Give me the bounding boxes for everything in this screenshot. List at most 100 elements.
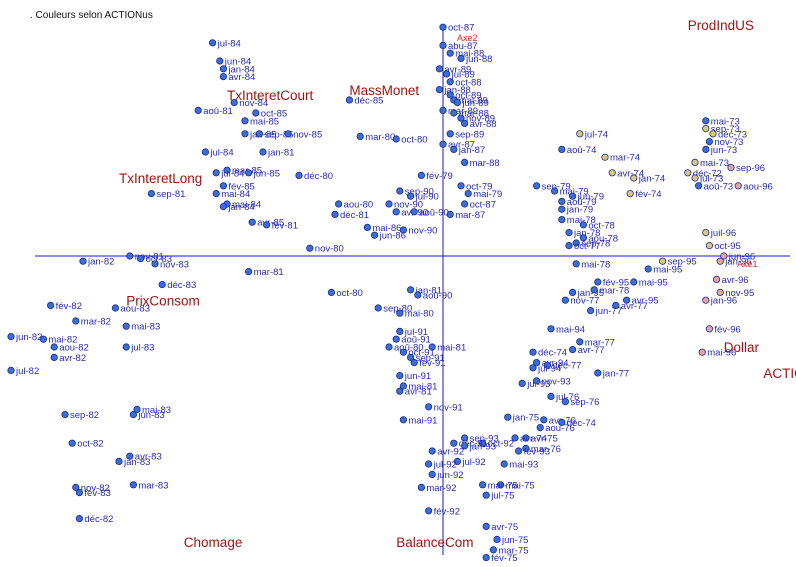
data-point [514,447,523,455]
point-label: jan-83 [123,457,150,468]
point-label: mai-78 [581,259,610,270]
point-label: avr-96 [722,275,749,286]
point-label: sep-79 [542,181,571,192]
data-point [219,65,227,73]
point-label: mai-88 [455,49,484,60]
point-label: fév-82 [56,301,82,312]
data-point [558,145,566,153]
point-label: mai-82 [48,335,77,346]
point-label: nov-93 [542,376,571,387]
data-point [230,99,238,107]
point-label: jun-91 [404,371,431,382]
data-point [702,145,710,153]
point-label: oct-88 [455,77,481,88]
data-point [460,158,469,166]
variable-label: ACTION [763,366,796,381]
data-point [424,403,433,411]
data-point [331,210,339,218]
data-point [460,434,469,442]
data-point [691,174,699,182]
point-label: jan-74 [638,174,665,185]
point-label: jan-82 [87,257,114,268]
data-point [7,366,15,374]
data-point [482,553,490,562]
point-label: oct-89 [455,90,481,101]
data-point [363,223,371,231]
data-point [453,99,461,107]
data-point [50,353,58,361]
point-label: nov-77 [570,296,599,307]
point-label: jan-96 [724,257,751,268]
data-point [209,39,217,47]
point-label: mai-95 [653,265,682,276]
point-label: mar-78 [599,285,629,296]
data-point [576,338,584,346]
data-point [262,221,271,229]
data-point [219,182,227,190]
data-point [478,439,487,447]
data-point [406,286,415,294]
point-label: mai-81 [437,343,466,354]
point-label: mar-83 [138,480,168,491]
data-point [734,182,742,190]
point-label: juil-96 [710,228,736,239]
point-label: oct-87 [470,200,496,211]
data-point [245,267,253,276]
point-label: jul-93 [526,379,550,390]
data-point [716,257,724,265]
point-label: aoû-90 [423,291,453,302]
data-point [129,410,137,419]
data-point [460,200,469,208]
point-label: mai-79 [560,187,589,198]
point-label: oct-79 [466,181,492,192]
point-label: mar-87 [455,210,485,221]
point-label: fév-83 [84,488,110,499]
data-point [75,514,84,523]
variable-label: TxInteretCourt [227,88,314,103]
data-point [439,106,447,115]
data-point [68,439,76,447]
point-label: aoû-74 [567,145,597,156]
point-label: jun-82 [15,332,42,343]
data-point [630,278,638,286]
point-label: jan-84 [227,64,254,75]
data-point [417,171,425,179]
variable-label: PrixConsom [126,293,200,308]
data-point [79,257,87,265]
point-label: mar-77 [585,337,615,348]
data-point [457,114,465,122]
point-label: jun-75 [501,535,528,546]
point-label: oct-77 [574,241,600,252]
data-point [392,335,400,343]
data-point [216,57,224,65]
point-label: mai-89 [459,96,488,107]
data-point [385,343,393,351]
point-label: abu-87 [448,41,478,52]
data-point [558,205,566,213]
point-label: nov-90 [408,226,437,237]
point-label: aoû-80 [394,343,424,354]
point-label: oct-95 [714,241,740,252]
data-point [446,210,454,218]
point-label: jun-88 [465,54,492,65]
data-point [435,65,443,73]
point-label: mar-89 [448,106,478,117]
data-point [561,296,570,304]
data-point [702,125,710,133]
point-label: avr-82 [59,353,86,364]
data-point [579,221,588,229]
data-point [424,460,433,468]
data-point [450,145,458,153]
point-label: fév-92 [434,506,460,517]
data-point [334,200,343,208]
data-point [489,546,497,554]
data-point [522,444,530,452]
data-point [392,208,400,216]
point-label: avr-74 [520,434,547,445]
data-point [460,442,469,450]
point-label: mai-80 [405,309,434,320]
point-label: aoû-79 [567,197,597,208]
data-point [295,171,303,179]
data-point [558,197,566,205]
point-label: fév-91 [419,358,445,369]
